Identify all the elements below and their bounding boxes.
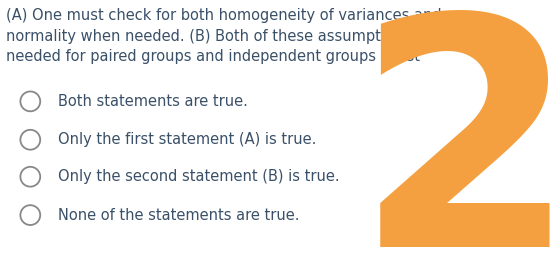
Text: Both statements are true.: Both statements are true.	[58, 94, 248, 109]
Text: None of the statements are true.: None of the statements are true.	[58, 208, 299, 222]
Text: Only the first statement (A) is true.: Only the first statement (A) is true.	[58, 132, 316, 147]
Text: (A) One must check for both homogeneity of variances and
normality when needed. : (A) One must check for both homogeneity …	[6, 8, 441, 64]
Text: 2: 2	[354, 4, 551, 274]
Text: Only the second statement (B) is true.: Only the second statement (B) is true.	[58, 169, 339, 184]
